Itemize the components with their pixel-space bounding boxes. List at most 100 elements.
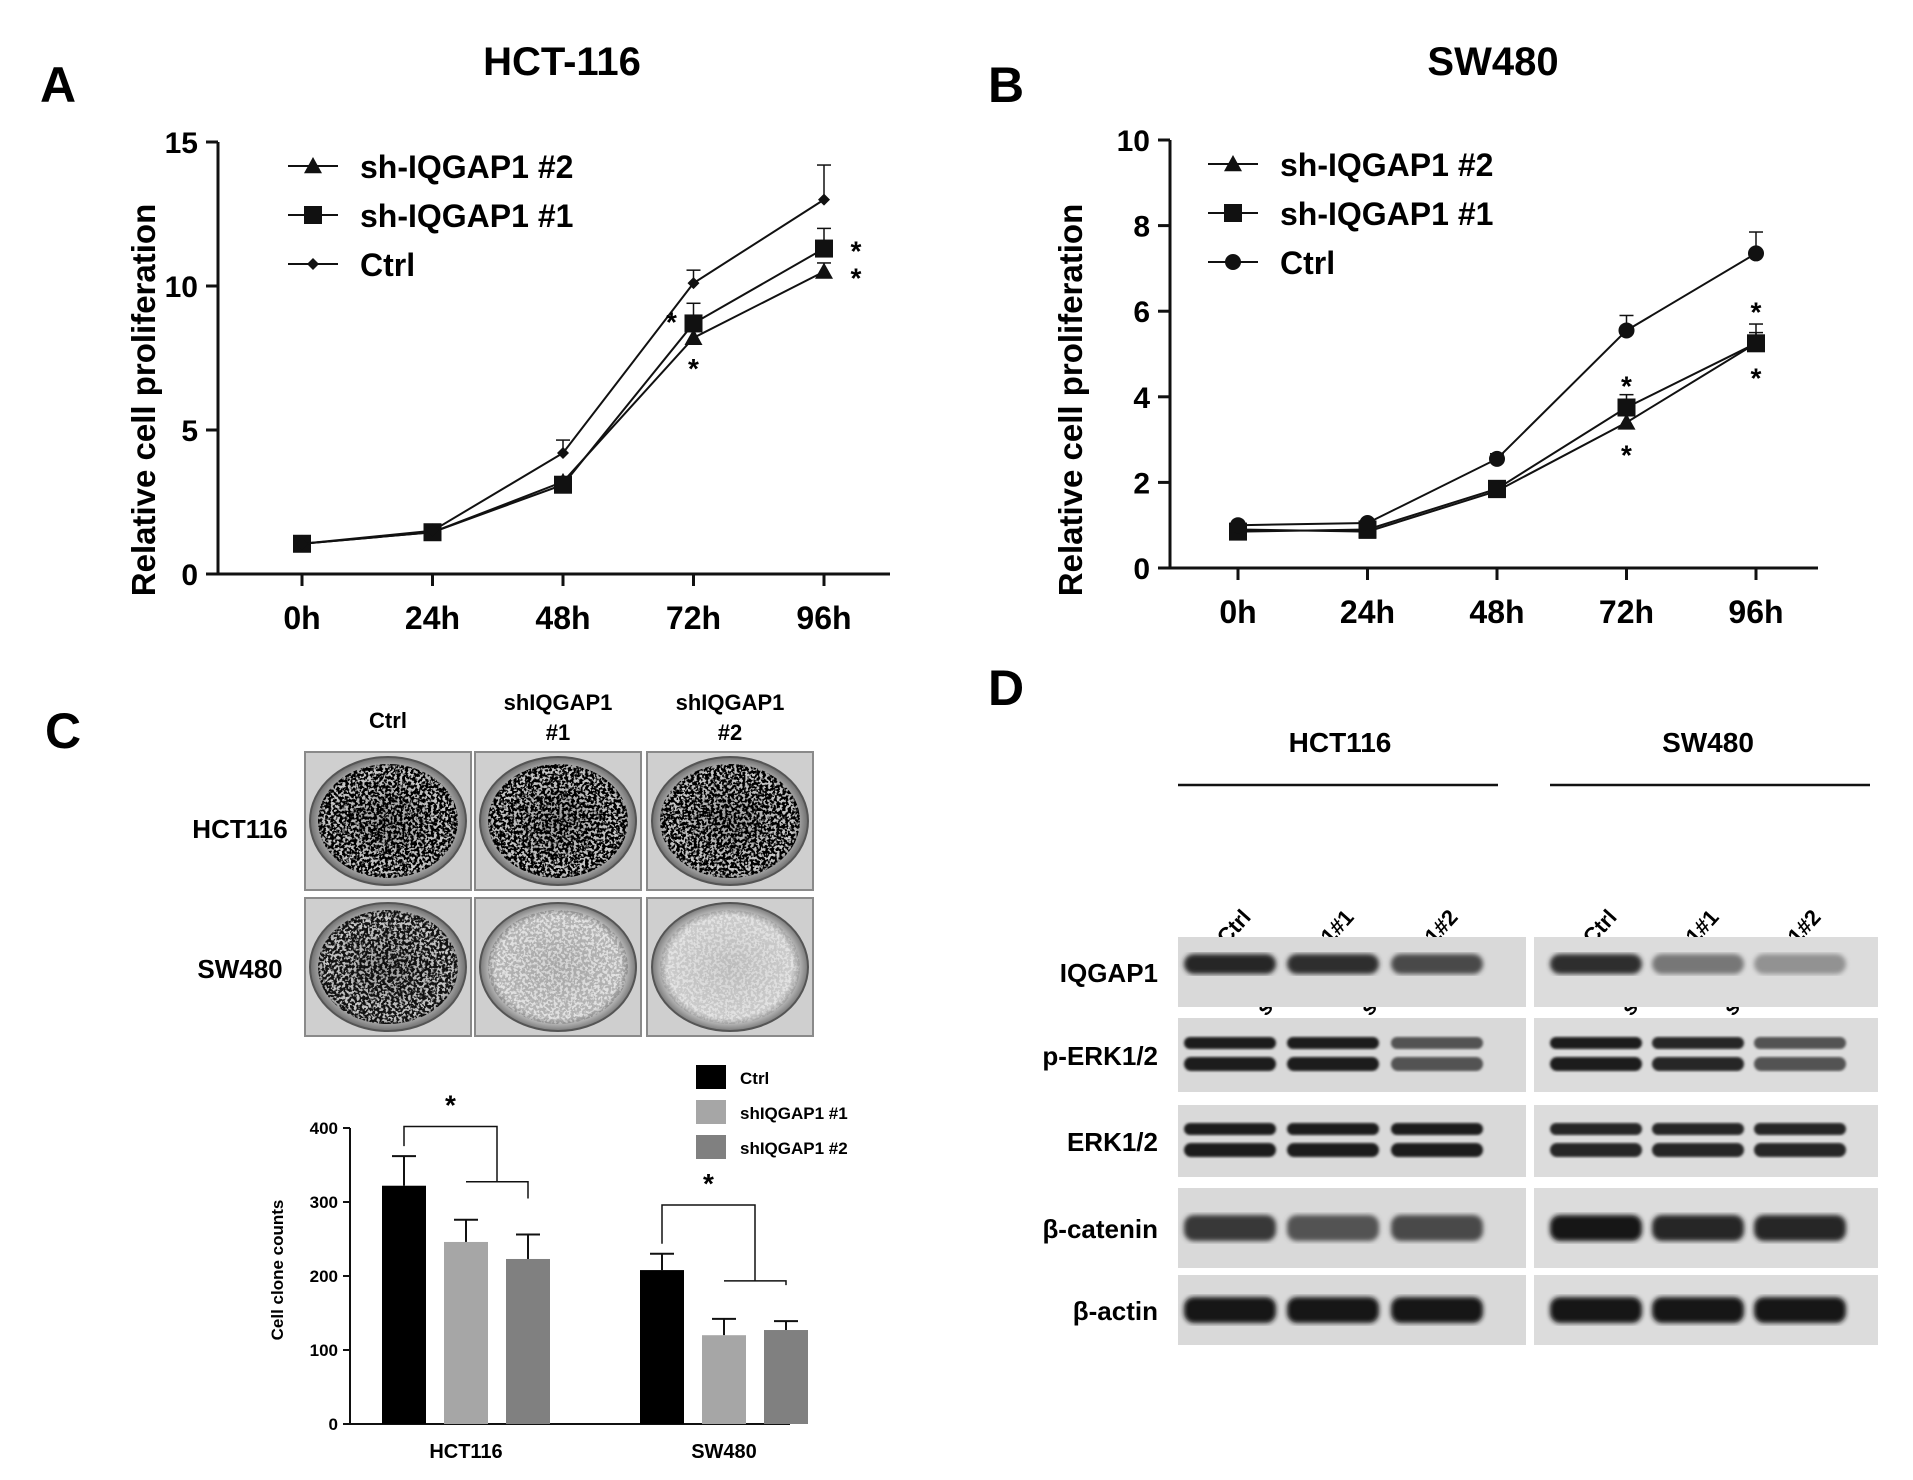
blot-band (1287, 1057, 1379, 1071)
chart-b-series-line (1237, 342, 1757, 533)
panel-letter-a: A (40, 57, 76, 113)
chart-a-title: HCT-116 (483, 40, 641, 84)
chart-b-xtick-label: 48h (1469, 594, 1524, 630)
chart-b-marks: 0 2 4 6 8 10 0h 24h 48h 72h 96h sh-IQGAP1 #2 sh-IQGA… (1117, 125, 1818, 630)
chart-c-marks: 0 100 200 300 400 HCT116 SW480 * * Ctrl shIQGAP1 #… (310, 1065, 848, 1463)
chart-a-significance-star: * (851, 236, 862, 267)
chart-a-legend-label: sh-IQGAP1 #1 (360, 198, 573, 234)
chart-a-series-line (301, 270, 825, 545)
chart-b-significance-star: * (1751, 296, 1762, 327)
blot-band (1754, 1037, 1846, 1049)
blot-band (1550, 1143, 1642, 1157)
chart-b-xtick-label: 72h (1599, 594, 1654, 630)
chart-b-point (1747, 334, 1765, 353)
chart-b-point (1488, 479, 1506, 498)
chart-b-series-line (1237, 342, 1757, 533)
chart-a-legend-marker (304, 206, 322, 224)
chart-a-point (554, 475, 572, 494)
chart-b-xtick-label: 24h (1340, 594, 1395, 630)
blot-band (1550, 1123, 1642, 1135)
plate-row-label: HCT116 (192, 814, 287, 844)
blot-band (1652, 1123, 1744, 1135)
chart-a-point (818, 193, 830, 206)
chart-c-significance-star: * (703, 1168, 714, 1199)
blot-band (1391, 1297, 1483, 1323)
chart-b-ytick-label: 4 (1133, 382, 1150, 415)
chart-c-bar (382, 1185, 426, 1424)
chart-c-legend-label: Ctrl (740, 1069, 769, 1088)
chart-a-xtick-label: 0h (283, 600, 320, 636)
blot-band (1287, 954, 1379, 974)
blot-band (1391, 954, 1483, 974)
blot-band (1287, 1123, 1379, 1135)
blot-strip (1178, 1018, 1526, 1092)
blot-band (1184, 1143, 1276, 1157)
chart-a-legend-marker (307, 258, 319, 270)
blot-band (1550, 1297, 1642, 1323)
colony-plates: Ctrl shIQGAP1 #1 shIQGAP1 #2 HCT116 SW480 (192, 690, 814, 1037)
chart-c-ytick-label: 300 (310, 1193, 338, 1212)
chart-b-legend-marker (1225, 254, 1241, 270)
chart-c-xtick-label: SW480 (691, 1441, 757, 1463)
blot-group-label: HCT116 (1289, 727, 1392, 758)
chart-a-point (684, 314, 703, 333)
plate-colonies (488, 764, 628, 878)
chart-b-xtick-label: 96h (1728, 594, 1783, 630)
chart-a-point (557, 447, 569, 460)
blot-strip (1534, 1105, 1878, 1177)
chart-a-point (815, 239, 833, 258)
chart-b-point (1489, 450, 1505, 467)
chart-c-ytick-label: 100 (310, 1341, 338, 1360)
chart-b-title: SW480 (1427, 40, 1558, 84)
blot-band (1184, 1037, 1276, 1049)
blot-band (1184, 1215, 1276, 1241)
chart-b-point (1748, 245, 1764, 262)
western-blot: HCT116SW480CtrlshIQGAP1#1shIQGAP1#2Ctrls… (1042, 727, 1878, 1345)
chart-b-legend-label: sh-IQGAP1 #2 (1280, 147, 1493, 183)
chart-b-point (1617, 398, 1636, 417)
chart-a-legend-label: Ctrl (360, 247, 415, 283)
panel-letter-d: D (988, 660, 1024, 716)
chart-c-legend-swatch (696, 1065, 726, 1089)
panel-letter-c: C (45, 703, 81, 759)
chart-a: HCT-116 Relative cell proliferation 0 5 10… (125, 40, 890, 636)
blot-band (1550, 1057, 1642, 1071)
chart-b-ytick-label: 6 (1133, 296, 1150, 329)
chart-c-ylabel: Cell clone counts (268, 1200, 287, 1341)
blot-row-label: ERK1/2 (1067, 1127, 1158, 1157)
blot-band (1184, 954, 1276, 974)
chart-c-legend-swatch (696, 1100, 726, 1124)
blot-band (1652, 954, 1744, 974)
chart-c-legend-swatch (696, 1135, 726, 1159)
chart-b-legend-marker (1224, 204, 1242, 222)
plate-colonies (318, 910, 458, 1024)
chart-c-bar (764, 1330, 808, 1424)
blot-band (1754, 1123, 1846, 1135)
chart-a-ytick-label: 0 (181, 559, 198, 592)
chart-c-bar (702, 1335, 746, 1424)
chart-a-significance-star: * (688, 353, 699, 384)
blot-row-label: IQGAP1 (1060, 958, 1158, 988)
chart-b-significance-star: * (1621, 371, 1632, 402)
chart-b-significance-star: * (1621, 439, 1632, 470)
chart-a-significance-star: * (666, 306, 677, 337)
blot-band (1754, 954, 1846, 974)
blot-strip (1178, 1105, 1526, 1177)
blot-band (1754, 1143, 1846, 1157)
chart-c-bracket (466, 1181, 529, 1199)
chart-a-ytick-label: 10 (165, 271, 198, 304)
chart-c-ytick-label: 0 (329, 1415, 338, 1434)
chart-a-xtick-label: 96h (796, 600, 851, 636)
blot-band (1391, 1143, 1483, 1157)
plate-colonies (318, 764, 458, 878)
chart-a-point (687, 277, 700, 290)
plate-colonies (660, 764, 800, 878)
chart-a-series-line (301, 247, 825, 545)
chart-b-significance-star: * (1751, 362, 1762, 393)
chart-a-point (684, 328, 703, 346)
blot-band (1652, 1297, 1744, 1323)
blot-band (1391, 1215, 1483, 1241)
plate-column-label: #2 (718, 720, 742, 745)
chart-a-xtick-label: 48h (535, 600, 590, 636)
